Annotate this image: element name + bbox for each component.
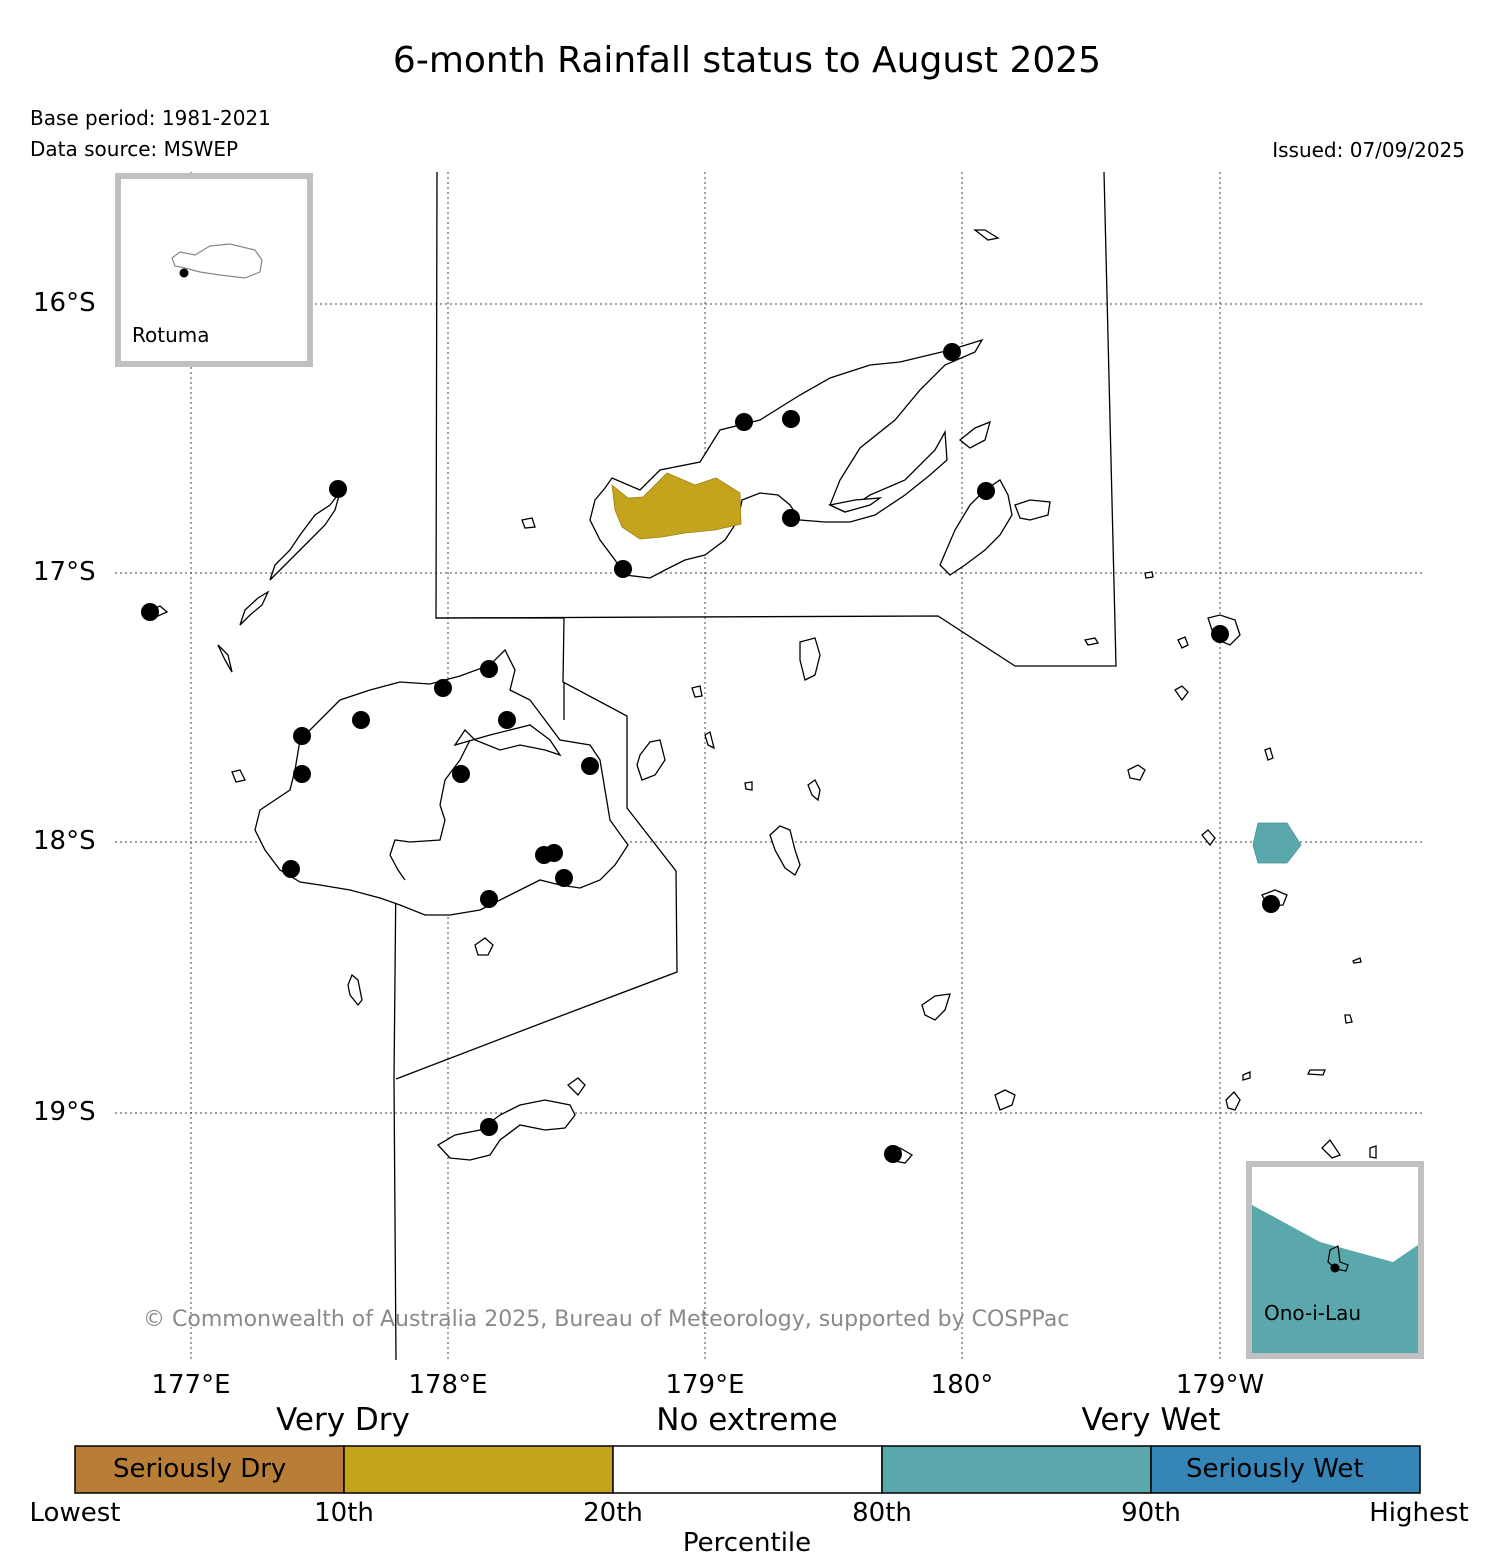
station-dot-icon: [555, 869, 573, 887]
island-viti-levu: [254, 648, 629, 916]
legend-category-very-wet: Very Wet: [1081, 1402, 1221, 1438]
station-dot-icon: [782, 410, 800, 428]
lon-tick-label: 179°W: [1175, 1370, 1265, 1400]
inset-ono-i-lau: [1246, 1161, 1424, 1359]
station-dot-icon: [782, 509, 800, 527]
division-boundaries: [393, 171, 1117, 1361]
station-dot-icon: [434, 679, 452, 697]
station-dot-icon: [282, 860, 300, 878]
base-period-text: Base period: 1981-2021: [30, 106, 271, 130]
lat-tick-label: 19°S: [33, 1097, 96, 1127]
percentile-label: 80th: [852, 1498, 912, 1528]
station-dot-icon: [884, 1145, 902, 1163]
legend-seg-very-wet: [881, 1445, 1152, 1494]
legend-seg-seriously-dry: [74, 1445, 345, 1494]
gridlines: [115, 172, 1425, 1360]
percentile-label: Highest: [1369, 1498, 1469, 1528]
station-dot-icon: [141, 603, 159, 621]
station-dot-icon: [581, 757, 599, 775]
data-source-text: Data source: MSWEP: [30, 137, 239, 161]
station-dot-icon: [1211, 625, 1229, 643]
legend-seg-seriously-wet: [1150, 1445, 1421, 1494]
island-vanua-levu: [589, 338, 1051, 579]
lon-tick-label: 179°E: [665, 1370, 745, 1400]
inset-label-ono-i-lau: Ono-i-Lau: [1264, 1301, 1362, 1325]
percentile-label: Lowest: [29, 1498, 121, 1528]
small-islands: [148, 229, 1377, 1164]
issued-date-text: Issued: 07/09/2025: [1272, 138, 1465, 162]
legend-label-seriously-dry: Seriously Dry: [113, 1454, 287, 1484]
legend-category-very-dry: Very Dry: [276, 1402, 410, 1438]
station-dot-icon: [480, 1118, 498, 1136]
very-dry-area: [611, 472, 742, 540]
lon-tick-label: 180°: [930, 1370, 994, 1400]
station-dot-icon: [452, 765, 470, 783]
legend-category-no-extreme: No extreme: [656, 1402, 838, 1438]
station-dot-icon: [498, 711, 516, 729]
lat-tick-label: 17°S: [33, 557, 96, 587]
station-dot-icon: [179, 268, 189, 278]
station-dot-icon: [293, 765, 311, 783]
percentile-label: 20th: [583, 1498, 643, 1528]
station-dot-icon: [735, 413, 753, 431]
percentile-label: 90th: [1121, 1498, 1181, 1528]
legend-seg-no-extreme: [612, 1445, 883, 1494]
stations: [141, 343, 1280, 1163]
legend-label-seriously-wet: Seriously Wet: [1186, 1454, 1364, 1484]
station-dot-icon: [1262, 895, 1280, 913]
station-dot-icon: [977, 482, 995, 500]
island-kadavu: [436, 1077, 586, 1161]
inset-label-rotuma: Rotuma: [132, 323, 210, 347]
station-dot-icon: [352, 711, 370, 729]
legend-seg-very-dry: [343, 1445, 614, 1494]
station-dot-icon: [480, 660, 498, 678]
station-dot-icon: [293, 727, 311, 745]
station-dot-icon: [480, 890, 498, 908]
percentile-label: 10th: [314, 1498, 374, 1528]
lon-tick-label: 177°E: [151, 1370, 231, 1400]
lat-tick-label: 16°S: [33, 288, 96, 318]
station-dot-icon: [614, 560, 632, 578]
page-title: 6-month Rainfall status to August 2025: [392, 40, 1102, 81]
legend-axis-label: Percentile: [682, 1528, 812, 1558]
station-dot-icon: [329, 480, 347, 498]
copyright-credit: © Commonwealth of Australia 2025, Bureau…: [143, 1307, 1070, 1332]
station-dot-icon: [1330, 1263, 1340, 1273]
legend-bar: [74, 1445, 1421, 1494]
lat-tick-label: 18°S: [33, 826, 96, 856]
lon-tick-label: 178°E: [408, 1370, 488, 1400]
station-dot-icon: [943, 343, 961, 361]
very-wet-area: [1252, 822, 1302, 864]
station-dot-icon: [545, 844, 563, 862]
inset-rotuma: [115, 173, 313, 367]
